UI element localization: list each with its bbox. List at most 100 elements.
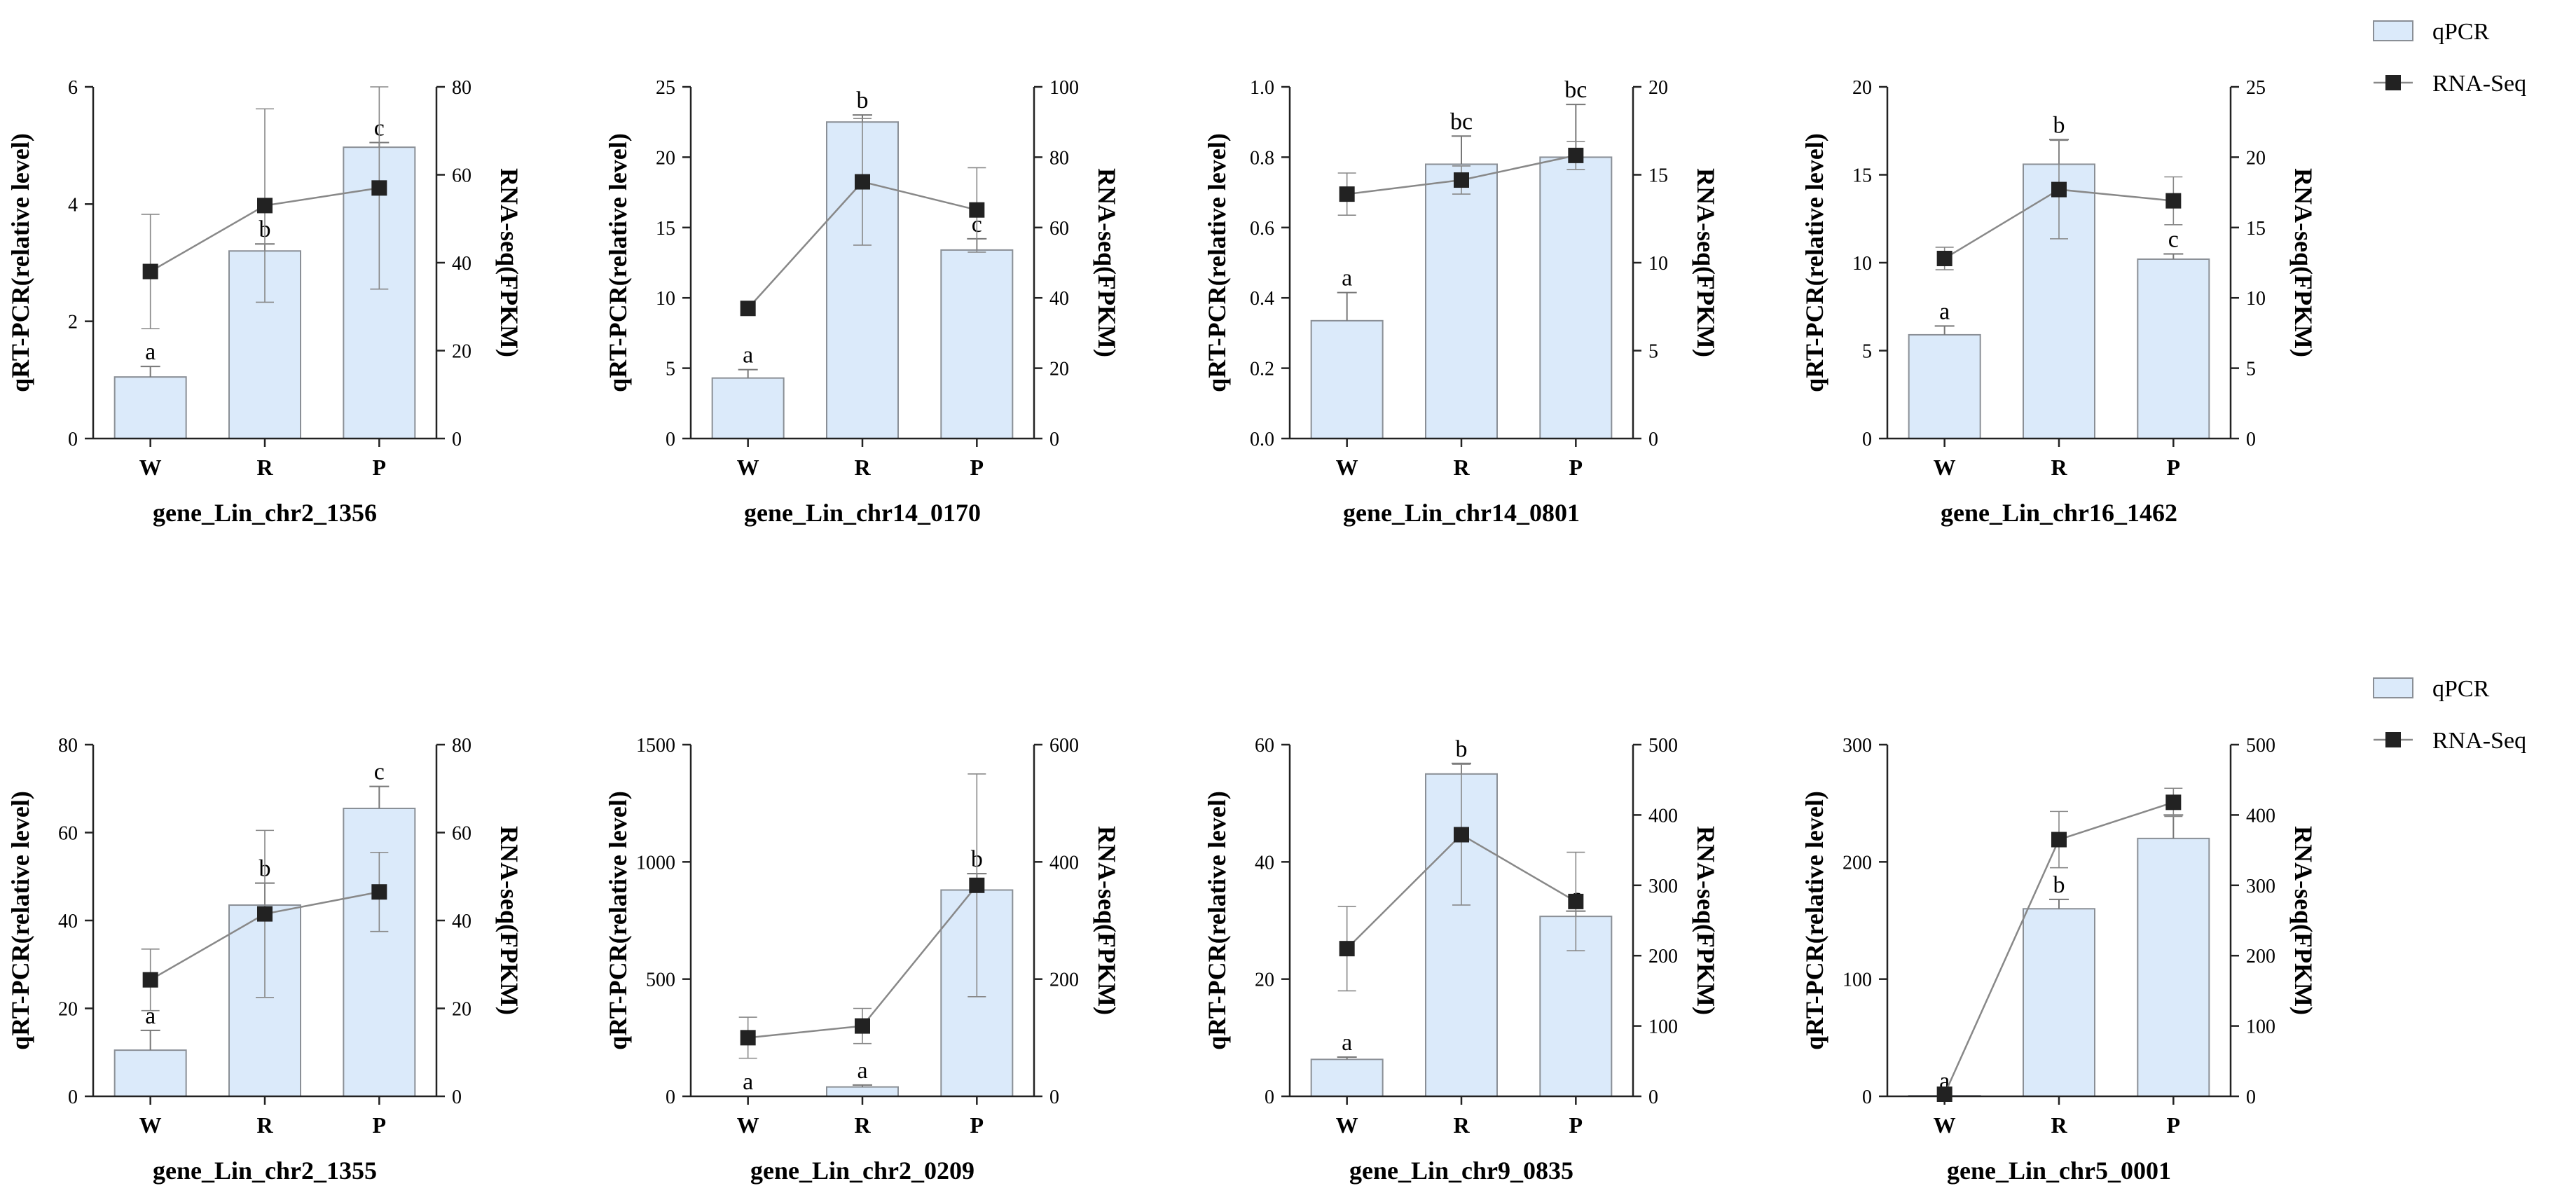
left-tick-label: 0.0 [1250, 429, 1274, 450]
significance-label: b [2053, 112, 2065, 138]
right-tick-label: 400 [1648, 805, 1678, 827]
category-label: P [1569, 455, 1583, 480]
legend-2: qPCR RNA-Seq [2373, 676, 2526, 754]
right-tick-label: 20 [452, 999, 471, 1021]
qpcr-bar [1539, 156, 1613, 439]
significance-label: bc [1450, 109, 1473, 135]
right-tick-label: 5 [2246, 359, 2256, 380]
left-tick-label: 0 [666, 1087, 675, 1108]
significance-label: a [1939, 298, 1950, 324]
right-tick-label: 600 [1049, 735, 1079, 757]
right-tick-label: 0 [1049, 429, 1059, 450]
rnaseq-marker [2165, 193, 2182, 209]
left-tick-label: 5 [1862, 341, 1872, 363]
gene-title: gene_Lin_chr2_1355 [153, 1157, 377, 1185]
rnaseq-marker [2051, 181, 2067, 198]
chart-4: a b c 0 5 10 15 20 0 5 10 15 20 25 W R Pgene_Lin_chr16_1… [1800, 77, 2317, 527]
left-tick-label: 1500 [636, 735, 675, 757]
rnaseq-marker [1568, 893, 1584, 909]
legend-marker-rnaseq [2385, 732, 2401, 747]
rnaseq-marker [1568, 147, 1584, 163]
rnaseq-marker [371, 180, 387, 196]
legend-label-rnaseq: RNA-Seq [2432, 71, 2526, 97]
right-tick-label: 15 [1648, 165, 1668, 187]
significance-label: b [857, 88, 869, 113]
category-label: R [2051, 455, 2067, 480]
right-tick-label: 300 [1648, 876, 1678, 897]
chart-8: abc01002003000100200300400500WRPgene_Lin… [1800, 735, 2317, 1185]
left-axis-title: qRT-PCR(relative level) [6, 133, 34, 392]
left-tick-label: 15 [656, 218, 675, 240]
right-tick-label: 5 [1648, 341, 1658, 363]
legend-1: qPCR RNA-Seq [2373, 19, 2526, 97]
category-label: W [737, 1112, 759, 1138]
left-tick-label: 10 [656, 288, 675, 310]
right-tick-label: 0 [452, 429, 462, 450]
rnaseq-marker [257, 906, 273, 922]
qpcr-bar [1908, 333, 1981, 439]
category-label: R [256, 1112, 273, 1138]
right-tick-label: 300 [2246, 876, 2275, 897]
left-tick-label: 5 [666, 359, 675, 380]
left-tick-label: 60 [58, 823, 78, 845]
left-tick-label: 0 [1862, 1087, 1872, 1108]
left-tick-label: 0.4 [1250, 288, 1274, 310]
right-tick-label: 10 [1648, 253, 1668, 275]
right-tick-label: 0 [1648, 1087, 1658, 1108]
right-axis-title: RNA-seq(FPKM) [2289, 826, 2317, 1015]
gene-title: gene_Lin_chr2_0209 [750, 1157, 974, 1185]
right-tick-label: 60 [1049, 218, 1069, 240]
rnaseq-marker [2165, 794, 2182, 811]
category-label: P [2167, 1112, 2181, 1138]
right-tick-label: 20 [1648, 77, 1668, 99]
left-tick-label: 300 [1843, 735, 1872, 757]
left-tick-label: 10 [1852, 253, 1872, 275]
category-label: R [854, 1112, 871, 1138]
gene-title: gene_Lin_chr16_1462 [1941, 499, 2177, 527]
category-label: P [373, 1112, 387, 1138]
category-label: W [737, 455, 759, 480]
qpcr-bar [343, 807, 416, 1098]
right-tick-label: 500 [1648, 735, 1678, 757]
category-label: P [970, 455, 984, 480]
rnaseq-marker [969, 202, 985, 218]
right-tick-label: 100 [1049, 77, 1079, 99]
left-tick-label: 40 [1255, 852, 1274, 874]
significance-label: a [743, 1069, 753, 1095]
significance-label: a [1342, 1030, 1352, 1056]
left-tick-label: 500 [646, 970, 675, 991]
right-axis-title: RNA-seq(FPKM) [495, 168, 523, 357]
right-tick-label: 200 [1049, 970, 1079, 991]
legend-label-qpcr: qPCR [2432, 19, 2490, 45]
significance-label: c [2168, 226, 2179, 252]
right-axis-title: RNA-seq(FPKM) [1692, 826, 1720, 1015]
rnaseq-marker [2051, 832, 2067, 848]
gene-title: gene_Lin_chr14_0170 [744, 499, 981, 527]
left-axis-title: qRT-PCR(relative level) [604, 133, 632, 392]
category-label: P [2167, 455, 2181, 480]
left-tick-label: 0.8 [1250, 147, 1274, 169]
rnaseq-marker [1936, 1086, 1952, 1102]
right-tick-label: 15 [2246, 218, 2266, 240]
right-tick-label: 80 [452, 77, 471, 99]
legend-swatch-qpcr [2373, 677, 2413, 698]
legend-label-qpcr: qPCR [2432, 676, 2490, 702]
left-tick-label: 40 [58, 911, 78, 932]
chart-3: a bc bc 0.0 0.2 0.4 0.6 0.8 1.0 0 5 10 15 20 W R Pgene_L… [1203, 77, 1720, 527]
right-tick-label: 60 [452, 823, 471, 845]
legend-marker-rnaseq [2385, 75, 2401, 90]
significance-label: a [145, 339, 156, 365]
category-label: W [139, 455, 162, 480]
chart-7: abc02040600100200300400500WRPgene_Lin_ch… [1203, 735, 1720, 1185]
category-label: W [1934, 1112, 1956, 1138]
significance-label: c [374, 759, 385, 785]
rnaseq-marker [855, 1018, 870, 1034]
left-tick-label: 25 [656, 77, 675, 99]
significance-label: a [1342, 265, 1352, 291]
right-axis-title: RNA-seq(FPKM) [1692, 168, 1720, 357]
left-tick-label: 4 [68, 194, 78, 216]
right-tick-label: 0 [452, 1087, 462, 1108]
